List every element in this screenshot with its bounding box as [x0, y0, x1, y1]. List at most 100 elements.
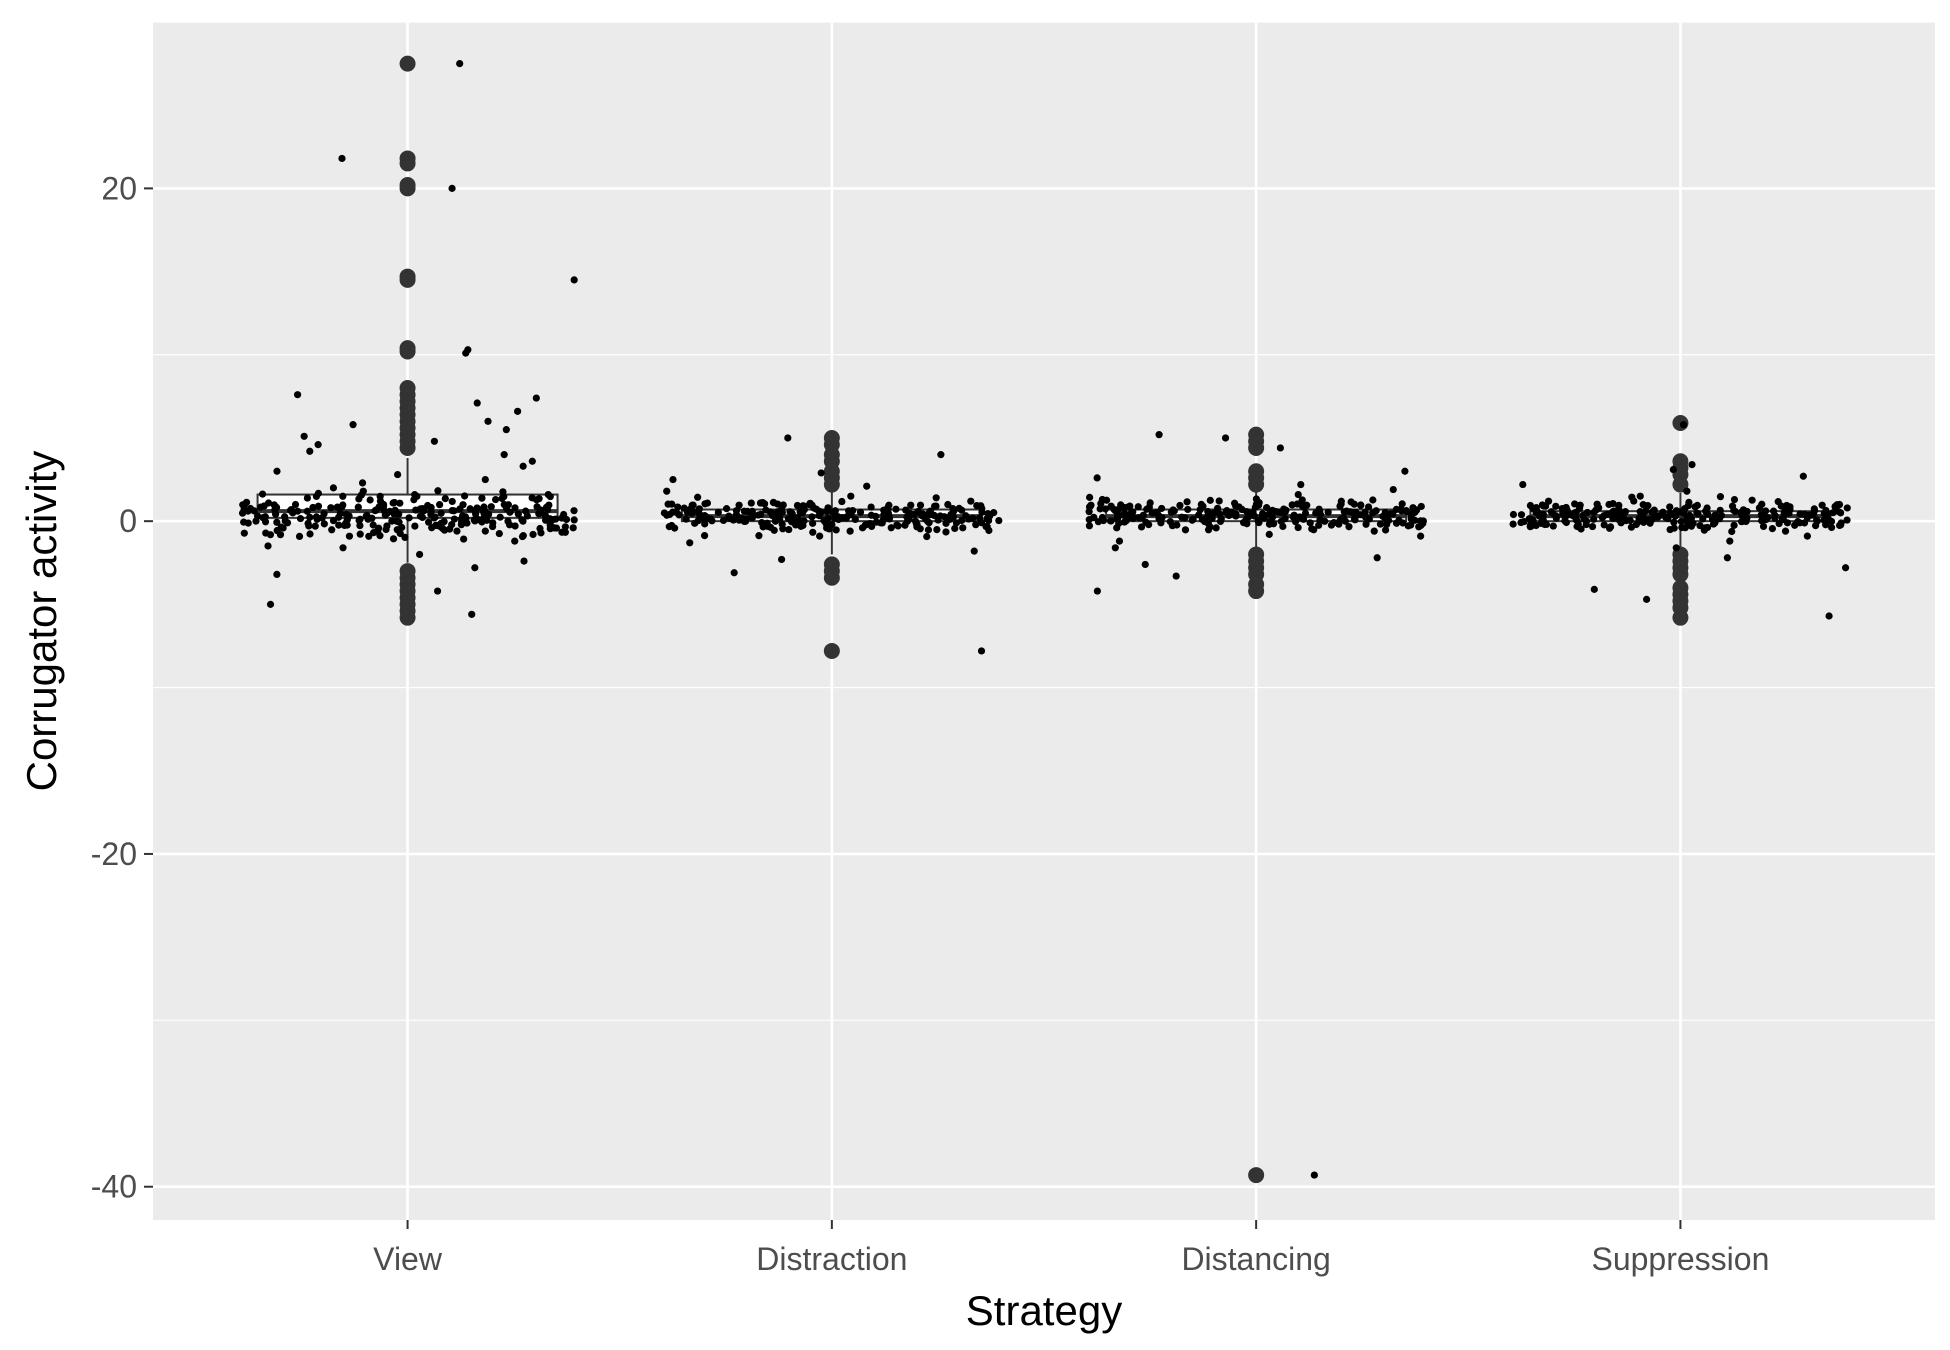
- data-point: [283, 519, 292, 527]
- x-tick-label-view: View: [373, 1241, 443, 1277]
- data-point: [892, 505, 900, 513]
- data-point: [1085, 508, 1093, 516]
- data-point: [1818, 501, 1826, 509]
- data-point: [1401, 467, 1409, 475]
- data-point: [1711, 511, 1719, 519]
- x-tick-label-distancing: Distancing: [1181, 1241, 1330, 1277]
- data-point: [537, 509, 545, 517]
- data-point: [729, 516, 738, 524]
- data-point: [514, 510, 522, 518]
- data-point: [940, 513, 948, 521]
- data-point: [838, 497, 846, 506]
- data-point: [1509, 520, 1517, 528]
- data-point: [1723, 554, 1731, 562]
- y-tick-label: -40: [91, 1169, 137, 1205]
- data-point: [314, 502, 323, 510]
- data-point: [1298, 496, 1306, 504]
- outlier-point: [1248, 476, 1265, 493]
- data-point: [970, 547, 978, 555]
- y-tick-label: 0: [119, 503, 137, 539]
- data-point: [1683, 487, 1691, 495]
- data-point: [1717, 511, 1726, 520]
- data-point: [1703, 523, 1712, 532]
- data-point: [932, 494, 940, 502]
- data-point: [327, 504, 335, 512]
- data-point: [1726, 537, 1734, 545]
- data-point: [906, 509, 914, 518]
- data-point: [303, 507, 311, 515]
- axis-layer: 20 0 -20 -40 View Distraction Distancing Suppre…: [91, 170, 1770, 1277]
- data-point: [722, 505, 731, 513]
- data-point: [1691, 503, 1699, 511]
- data-point: [303, 494, 312, 502]
- data-point: [1611, 511, 1619, 520]
- outlier-point: [399, 439, 416, 456]
- data-point: [1199, 502, 1207, 510]
- data-point: [401, 533, 409, 542]
- data-point: [358, 479, 367, 487]
- data-point: [955, 504, 963, 513]
- data-point: [800, 517, 808, 525]
- outlier-point: [823, 642, 840, 659]
- data-point: [798, 509, 807, 517]
- data-point: [1312, 509, 1320, 517]
- y-tick-label: 20: [101, 170, 137, 206]
- data-point: [570, 276, 578, 284]
- data-point: [390, 510, 398, 518]
- data-point: [741, 517, 750, 525]
- data-point: [1670, 524, 1678, 532]
- data-point: [459, 501, 467, 509]
- data-point: [1841, 564, 1850, 572]
- data-point: [774, 500, 782, 508]
- outlier-point: [399, 609, 416, 626]
- data-point: [1206, 496, 1214, 504]
- data-point: [1379, 512, 1387, 520]
- data-point: [862, 521, 870, 529]
- data-point: [674, 503, 682, 511]
- data-point: [1272, 507, 1280, 516]
- data-point: [240, 529, 248, 537]
- data-point: [1216, 517, 1225, 526]
- data-point: [1143, 505, 1151, 513]
- panel-background: [153, 22, 1935, 1220]
- data-point: [1172, 572, 1180, 580]
- data-point: [817, 508, 825, 516]
- data-point: [529, 530, 537, 539]
- data-point: [383, 522, 391, 530]
- data-point: [1562, 518, 1570, 527]
- data-point: [1195, 511, 1203, 519]
- data-point: [984, 510, 992, 518]
- y-axis-title: Corrugator activity: [18, 451, 65, 792]
- data-point: [1669, 465, 1677, 474]
- data-point: [1085, 516, 1093, 524]
- data-point: [356, 515, 364, 523]
- data-point: [1605, 500, 1613, 509]
- data-point: [1764, 513, 1772, 522]
- data-point: [1277, 509, 1285, 517]
- data-point: [1270, 520, 1278, 528]
- jitter-points-distraction: [660, 434, 1003, 655]
- data-point: [304, 519, 312, 527]
- data-point: [356, 521, 364, 530]
- data-point: [306, 447, 314, 455]
- data-point: [922, 515, 930, 524]
- data-point: [355, 495, 363, 503]
- data-point: [1539, 502, 1548, 510]
- data-point: [701, 512, 710, 521]
- data-point: [448, 184, 456, 192]
- x-axis-title: Strategy: [966, 1287, 1122, 1334]
- data-point: [1362, 520, 1370, 528]
- data-point: [345, 532, 354, 540]
- data-point: [1243, 520, 1251, 528]
- data-point: [1834, 508, 1843, 516]
- data-point: [1291, 518, 1300, 526]
- data-point: [1126, 502, 1134, 510]
- data-point: [1799, 472, 1807, 480]
- data-point: [1128, 513, 1136, 521]
- data-point: [312, 492, 321, 501]
- data-point: [1728, 527, 1736, 536]
- data-point: [914, 507, 922, 516]
- data-point: [1539, 516, 1547, 525]
- data-point: [1181, 526, 1190, 534]
- data-point: [528, 457, 536, 465]
